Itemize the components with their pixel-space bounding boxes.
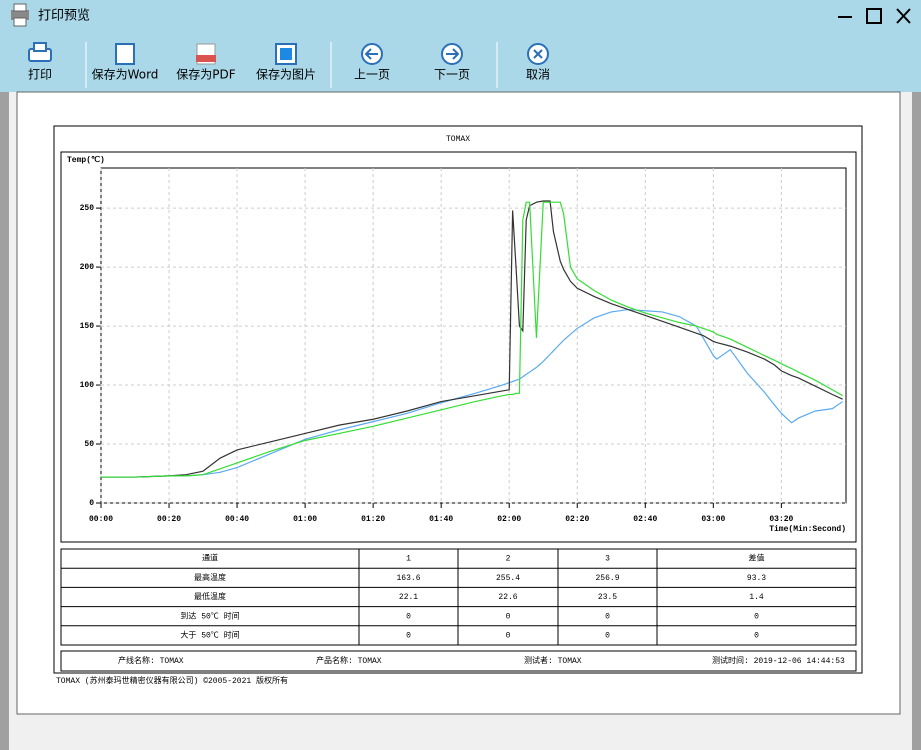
y-axis-label: Temp(℃) (67, 155, 105, 165)
table-cell: 1 (406, 555, 411, 564)
table-cell: 0 (506, 612, 511, 621)
table-cell: 0 (605, 612, 610, 621)
series-line (101, 200, 843, 478)
x-tick-label: 00:40 (225, 515, 249, 524)
close-button[interactable] (896, 8, 911, 24)
copyright: TOMAX (苏州泰玛世精密仪器有限公司) ©2005-2021 版权所有 (56, 675, 288, 686)
toolbar-button[interactable]: 保存为Word (92, 68, 159, 82)
table-cell: 0 (754, 612, 759, 621)
table-cell: 2 (506, 555, 511, 564)
toolbar-button[interactable]: 取消 (526, 68, 550, 82)
x-tick-label: 02:40 (633, 515, 657, 524)
chart-frame (60, 151, 857, 543)
x-tick-label: 01:20 (361, 515, 385, 524)
table-cell: 通道 (202, 553, 218, 564)
chart-title: TOMAX (446, 135, 470, 144)
toolbar-button[interactable]: 上一页 (354, 68, 390, 82)
y-tick-label: 50 (84, 440, 94, 449)
table-cell: 0 (506, 632, 511, 641)
table-cell: 差值 (749, 553, 765, 564)
footer-field: 测试者: TOMAX (524, 655, 582, 666)
window-title: 打印预览 (38, 8, 90, 24)
printer-icon (11, 3, 29, 27)
table-cell: 22.6 (498, 593, 517, 602)
x-tick-label: 01:40 (429, 515, 453, 524)
footer-field: 产品名称: TOMAX (316, 655, 382, 666)
y-tick-label: 150 (80, 322, 95, 331)
table-cell: 大于 50℃ 时间 (180, 630, 239, 641)
table-cell: 0 (605, 632, 610, 641)
x-tick-label: 01:00 (293, 515, 317, 524)
x-tick-label: 02:20 (565, 515, 589, 524)
toolbar-button[interactable]: 保存为PDF (176, 68, 235, 82)
x-tick-label: 02:00 (497, 515, 521, 524)
table-cell: 0 (406, 612, 411, 621)
footer-frame (60, 650, 857, 672)
x-axis-label: Time(Min:Second) (769, 525, 846, 534)
y-tick-label: 100 (80, 381, 95, 390)
x-tick-label: 00:00 (89, 515, 113, 524)
toolbar-button[interactable]: 保存为图片 (256, 68, 316, 82)
table-cell: 1.4 (749, 593, 764, 602)
toolbar-icons (28, 42, 549, 65)
series-line (101, 308, 843, 478)
x-tick-label: 03:00 (701, 515, 725, 524)
report-frame (53, 125, 863, 674)
x-tick-label: 03:20 (769, 515, 793, 524)
table-cell: 3 (605, 555, 610, 564)
toolbar-button[interactable]: 下一页 (434, 68, 470, 82)
title-toolbar-bg (0, 0, 921, 92)
table-cell: 93.3 (747, 574, 766, 583)
maximize-button[interactable] (866, 8, 882, 24)
table-cell: 0 (406, 632, 411, 641)
table-cell: 最低温度 (194, 591, 226, 602)
table-cell: 255.4 (496, 574, 520, 583)
table-cell: 22.1 (399, 593, 418, 602)
series-line (101, 201, 843, 478)
y-tick-label: 250 (80, 204, 95, 213)
table-cell: 23.5 (598, 593, 617, 602)
footer-field: 产线名称: TOMAX (118, 655, 184, 666)
toolbar-button[interactable]: 打印 (28, 68, 52, 82)
x-tick-label: 00:20 (157, 515, 181, 524)
table-cell: 到达 50℃ 时间 (180, 610, 239, 621)
footer-field: 测试时间: 2019-12-06 14:44:53 (712, 655, 845, 666)
table-cell: 163.6 (396, 574, 420, 583)
table-cell: 最高温度 (194, 572, 226, 583)
y-tick-label: 0 (89, 499, 94, 508)
table-cell: 256.9 (595, 574, 619, 583)
y-tick-label: 200 (80, 263, 95, 272)
table-cell: 0 (754, 632, 759, 641)
